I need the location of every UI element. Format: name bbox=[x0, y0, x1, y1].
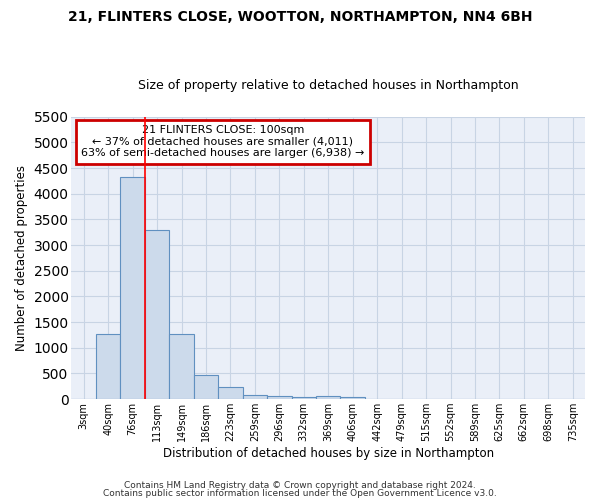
Bar bbox=[242, 394, 267, 399]
Title: Size of property relative to detached houses in Northampton: Size of property relative to detached ho… bbox=[138, 79, 518, 92]
Y-axis label: Number of detached properties: Number of detached properties bbox=[15, 165, 28, 351]
Text: Contains public sector information licensed under the Open Government Licence v3: Contains public sector information licen… bbox=[103, 488, 497, 498]
Bar bbox=[121, 177, 145, 399]
Text: 21 FLINTERS CLOSE: 100sqm
← 37% of detached houses are smaller (4,011)
63% of se: 21 FLINTERS CLOSE: 100sqm ← 37% of detac… bbox=[81, 125, 365, 158]
Bar bbox=[292, 396, 316, 399]
X-axis label: Distribution of detached houses by size in Northampton: Distribution of detached houses by size … bbox=[163, 447, 494, 460]
Text: 21, FLINTERS CLOSE, WOOTTON, NORTHAMPTON, NN4 6BH: 21, FLINTERS CLOSE, WOOTTON, NORTHAMPTON… bbox=[68, 10, 532, 24]
Bar bbox=[316, 396, 340, 399]
Text: Contains HM Land Registry data © Crown copyright and database right 2024.: Contains HM Land Registry data © Crown c… bbox=[124, 481, 476, 490]
Bar bbox=[218, 388, 242, 399]
Bar bbox=[145, 230, 169, 399]
Bar bbox=[96, 334, 121, 399]
Bar bbox=[194, 374, 218, 399]
Bar bbox=[169, 334, 194, 399]
Bar bbox=[340, 396, 365, 399]
Bar bbox=[267, 396, 292, 399]
